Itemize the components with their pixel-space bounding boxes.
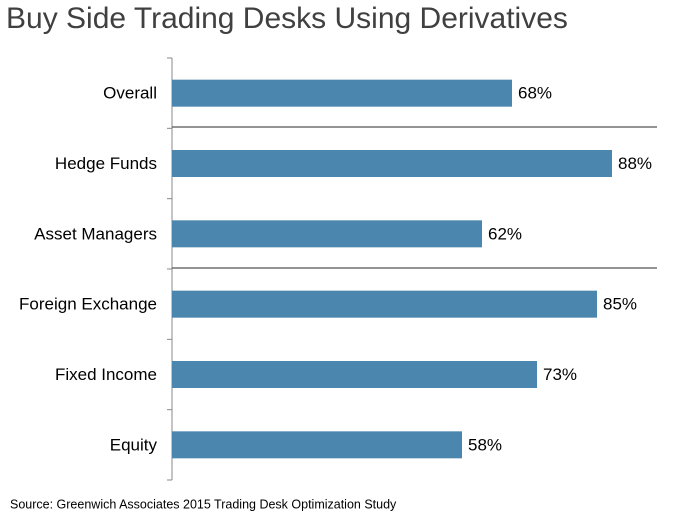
value-label: 73% — [543, 365, 577, 384]
value-label: 68% — [518, 84, 552, 103]
value-label: 62% — [488, 224, 522, 243]
bar — [172, 79, 512, 107]
category-label: Fixed Income — [55, 365, 157, 384]
bar — [172, 220, 482, 248]
bar — [172, 361, 537, 388]
category-label: Asset Managers — [34, 224, 157, 243]
source-note: Source: Greenwich Associates 2015 Tradin… — [10, 497, 397, 511]
category-label: Foreign Exchange — [19, 295, 157, 314]
bar — [172, 150, 612, 177]
bar — [172, 290, 597, 318]
bar — [172, 431, 462, 459]
chart-title: Buy Side Trading Desks Using Derivatives — [6, 2, 568, 35]
value-label: 85% — [603, 295, 637, 314]
category-label: Overall — [103, 84, 157, 103]
category-label: Hedge Funds — [55, 154, 157, 173]
category-label: Equity — [110, 435, 158, 454]
value-label: 88% — [618, 154, 652, 173]
value-label: 58% — [468, 435, 502, 454]
